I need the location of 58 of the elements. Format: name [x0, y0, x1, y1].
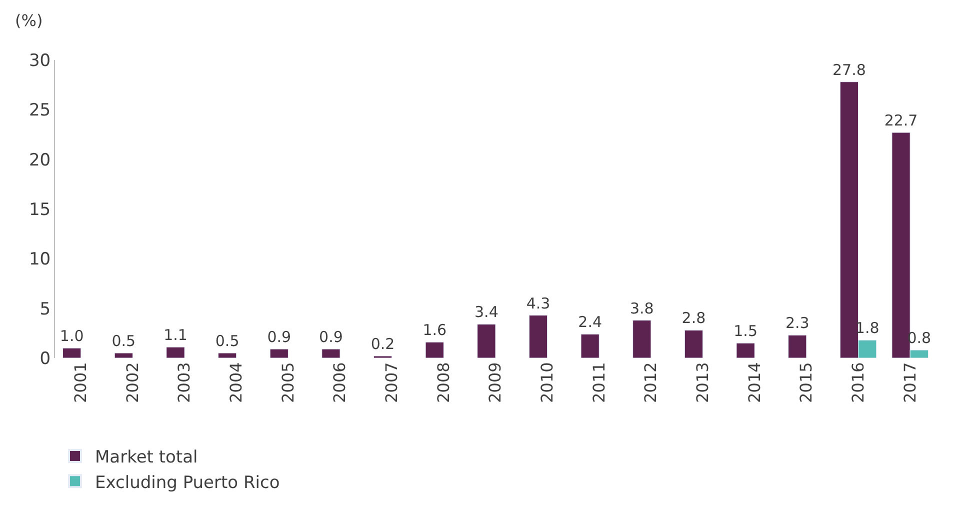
x-tick-label: 2012 [641, 362, 660, 403]
x-tick-label: 2017 [900, 362, 920, 403]
legend-label: Market total [95, 448, 198, 468]
x-tick-label: 2011 [589, 362, 608, 403]
y-tick-label: 30 [28, 50, 51, 71]
data-label: 3.4 [474, 303, 498, 322]
x-tick-label: 2016 [848, 362, 868, 403]
data-label: 2.3 [785, 314, 810, 332]
x-tick-label: 2007 [382, 362, 402, 403]
data-label: 1.6 [422, 321, 447, 340]
data-label: 27.8 [832, 60, 866, 79]
data-label: 22.7 [884, 112, 918, 130]
bar [218, 352, 237, 358]
bar [528, 315, 548, 358]
bar [580, 334, 600, 358]
x-tick-label: 2015 [796, 362, 816, 403]
data-label: 1.0 [60, 327, 84, 346]
bar [632, 320, 652, 358]
data-label: 0.2 [370, 335, 395, 354]
y-tick-label: 25 [28, 100, 51, 121]
data-label: 2.4 [578, 313, 602, 332]
data-label: 0.9 [267, 328, 292, 346]
data-label: 3.8 [630, 299, 654, 318]
y-axis-title: (%) [15, 11, 43, 30]
legend-label: Excluding Puerto Rico [95, 472, 280, 493]
x-tick-label: 2003 [174, 362, 194, 403]
x-tick-label: 2013 [692, 362, 712, 403]
bar [684, 330, 704, 358]
bar [788, 334, 807, 358]
bar [114, 352, 133, 358]
bar [477, 324, 496, 358]
y-tick-label: 5 [40, 299, 51, 320]
y-tick-label: 15 [28, 200, 51, 220]
bar [62, 348, 82, 358]
x-tick-label: 2008 [434, 362, 453, 403]
bar [736, 342, 755, 358]
x-tick-label: 2014 [744, 362, 764, 403]
x-tick-label: 2009 [486, 362, 505, 403]
bar [322, 348, 340, 358]
x-tick-label: 2006 [330, 362, 350, 403]
bar [270, 348, 288, 358]
data-label: 2.8 [682, 309, 706, 328]
y-tick-label: 0 [40, 348, 51, 369]
data-label: 4.3 [526, 294, 550, 312]
data-label: 0.5 [112, 332, 136, 350]
x-tick-label: 2002 [122, 362, 142, 403]
bar [425, 342, 444, 358]
data-label: 1.5 [734, 322, 758, 340]
data-label: 1.1 [164, 326, 188, 344]
data-label: 0.9 [319, 328, 343, 346]
y-tick-label: 20 [28, 150, 51, 170]
bar [166, 346, 185, 358]
x-tick-label: 2005 [278, 362, 298, 403]
x-tick-label: 2010 [538, 362, 557, 403]
data-label: 0.5 [215, 332, 240, 350]
y-tick-label: 10 [28, 250, 51, 270]
x-tick-label: 2004 [226, 362, 246, 403]
x-tick-label: 2001 [71, 362, 90, 403]
